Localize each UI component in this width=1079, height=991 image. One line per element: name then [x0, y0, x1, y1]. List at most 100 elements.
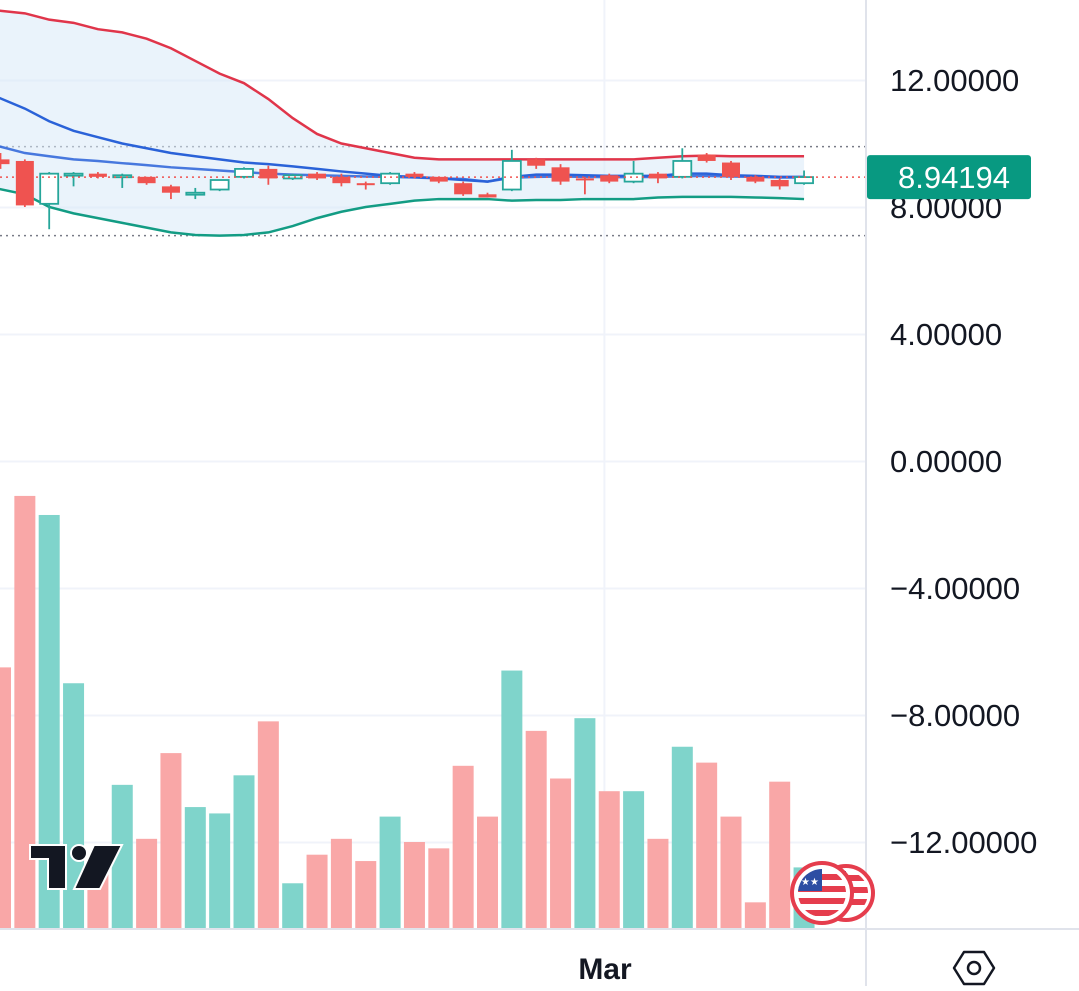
volume-bar[interactable]	[623, 791, 645, 929]
volume-bar[interactable]	[355, 861, 377, 929]
candle[interactable]	[672, 148, 693, 179]
candle-body	[794, 176, 814, 185]
candle[interactable]	[209, 179, 230, 192]
candle-body	[259, 168, 278, 179]
candle[interactable]	[501, 149, 522, 192]
candle-body	[527, 159, 546, 166]
volume-bar[interactable]	[428, 848, 450, 929]
candles[interactable]	[0, 148, 814, 230]
candle[interactable]	[454, 181, 473, 196]
volume-bar[interactable]	[282, 883, 304, 929]
volume-bar[interactable]	[379, 816, 401, 929]
candle-body	[88, 173, 107, 177]
volume-bar[interactable]	[550, 778, 572, 930]
settings-icon[interactable]	[952, 950, 996, 986]
candle[interactable]	[551, 164, 570, 185]
volume-bar[interactable]	[574, 718, 596, 929]
candle-body	[672, 160, 693, 178]
candle-body	[209, 179, 230, 191]
volume-bar[interactable]	[257, 721, 279, 929]
volume-bar[interactable]	[63, 683, 85, 929]
price-axis-label: −8.00000	[890, 698, 1020, 733]
candle-body	[380, 172, 401, 185]
candle[interactable]	[161, 184, 180, 200]
candle[interactable]	[63, 172, 84, 187]
candle-body	[137, 176, 156, 184]
candle-body	[600, 175, 619, 182]
candle[interactable]	[0, 153, 10, 169]
candle[interactable]	[185, 187, 206, 200]
volume-bar[interactable]	[136, 838, 158, 929]
candle[interactable]	[234, 167, 254, 179]
volume-bar[interactable]	[452, 765, 474, 929]
candle-body	[454, 183, 473, 195]
volume-bar[interactable]	[403, 842, 425, 929]
price-axis-label: 0.00000	[890, 444, 1002, 479]
last-price-tag: 8.94194	[867, 155, 1031, 200]
candle[interactable]	[380, 172, 401, 185]
time-axis-label-mar: Mar	[578, 953, 632, 986]
volume-bar[interactable]	[720, 816, 742, 929]
candle-body	[722, 162, 740, 177]
volume-bar[interactable]	[647, 838, 669, 929]
candle-body	[697, 154, 716, 161]
candle[interactable]	[332, 173, 351, 187]
candle[interactable]	[112, 173, 133, 188]
candle-body	[623, 172, 644, 183]
volume-bar[interactable]	[306, 854, 328, 929]
volume-bar[interactable]	[0, 667, 11, 929]
candle[interactable]	[39, 172, 60, 230]
volume-bar[interactable]	[14, 495, 36, 929]
candle[interactable]	[282, 173, 303, 181]
bollinger-upper-line	[0, 9, 805, 161]
candle[interactable]	[308, 172, 327, 181]
us-flag-icon[interactable]: ★★	[790, 861, 875, 925]
volume-bar[interactable]	[160, 753, 182, 929]
volume-bar[interactable]	[330, 838, 352, 929]
candle[interactable]	[722, 160, 740, 181]
candle[interactable]	[478, 192, 497, 198]
candle[interactable]	[429, 176, 448, 184]
price-axis-label: −4.00000	[890, 571, 1020, 606]
volume-bar[interactable]	[769, 781, 791, 929]
candle[interactable]	[137, 176, 156, 185]
candle-body	[405, 173, 424, 177]
volume-bar[interactable]	[111, 784, 133, 929]
price-axis-label: −12.00000	[890, 825, 1037, 860]
volume-bar[interactable]	[184, 807, 206, 929]
candle-body	[501, 160, 522, 191]
volume-bar[interactable]	[477, 816, 498, 929]
volume-bar[interactable]	[501, 670, 523, 929]
volume-bar[interactable]	[598, 791, 620, 929]
candle-body	[39, 172, 60, 205]
volume-bar[interactable]	[744, 902, 766, 929]
volume-bar[interactable]	[209, 813, 231, 929]
candle[interactable]	[770, 178, 789, 190]
volume-bar[interactable]	[696, 762, 718, 929]
candle-body	[0, 159, 10, 165]
bollinger-lower-line	[0, 187, 805, 237]
candle[interactable]	[527, 157, 546, 169]
volume-bar[interactable]	[525, 730, 547, 929]
volume-bar[interactable]	[671, 746, 693, 929]
candle[interactable]	[259, 165, 278, 185]
candle[interactable]	[600, 173, 619, 184]
candle[interactable]	[697, 153, 716, 163]
volume-bar[interactable]	[38, 514, 60, 929]
candle-body	[332, 176, 351, 184]
candle[interactable]	[746, 175, 765, 184]
candle-body	[746, 176, 765, 182]
candle-body	[234, 167, 254, 178]
candle[interactable]	[15, 159, 34, 207]
candle[interactable]	[648, 172, 667, 184]
candle-body	[161, 186, 180, 193]
volume-bar[interactable]	[233, 775, 255, 929]
volume-bars	[0, 495, 815, 930]
candle-body	[770, 180, 789, 187]
price-axis-label: 4.00000	[890, 317, 1002, 352]
candle[interactable]	[356, 181, 375, 190]
tradingview-logo-icon[interactable]	[29, 844, 124, 890]
candle[interactable]	[575, 176, 594, 195]
